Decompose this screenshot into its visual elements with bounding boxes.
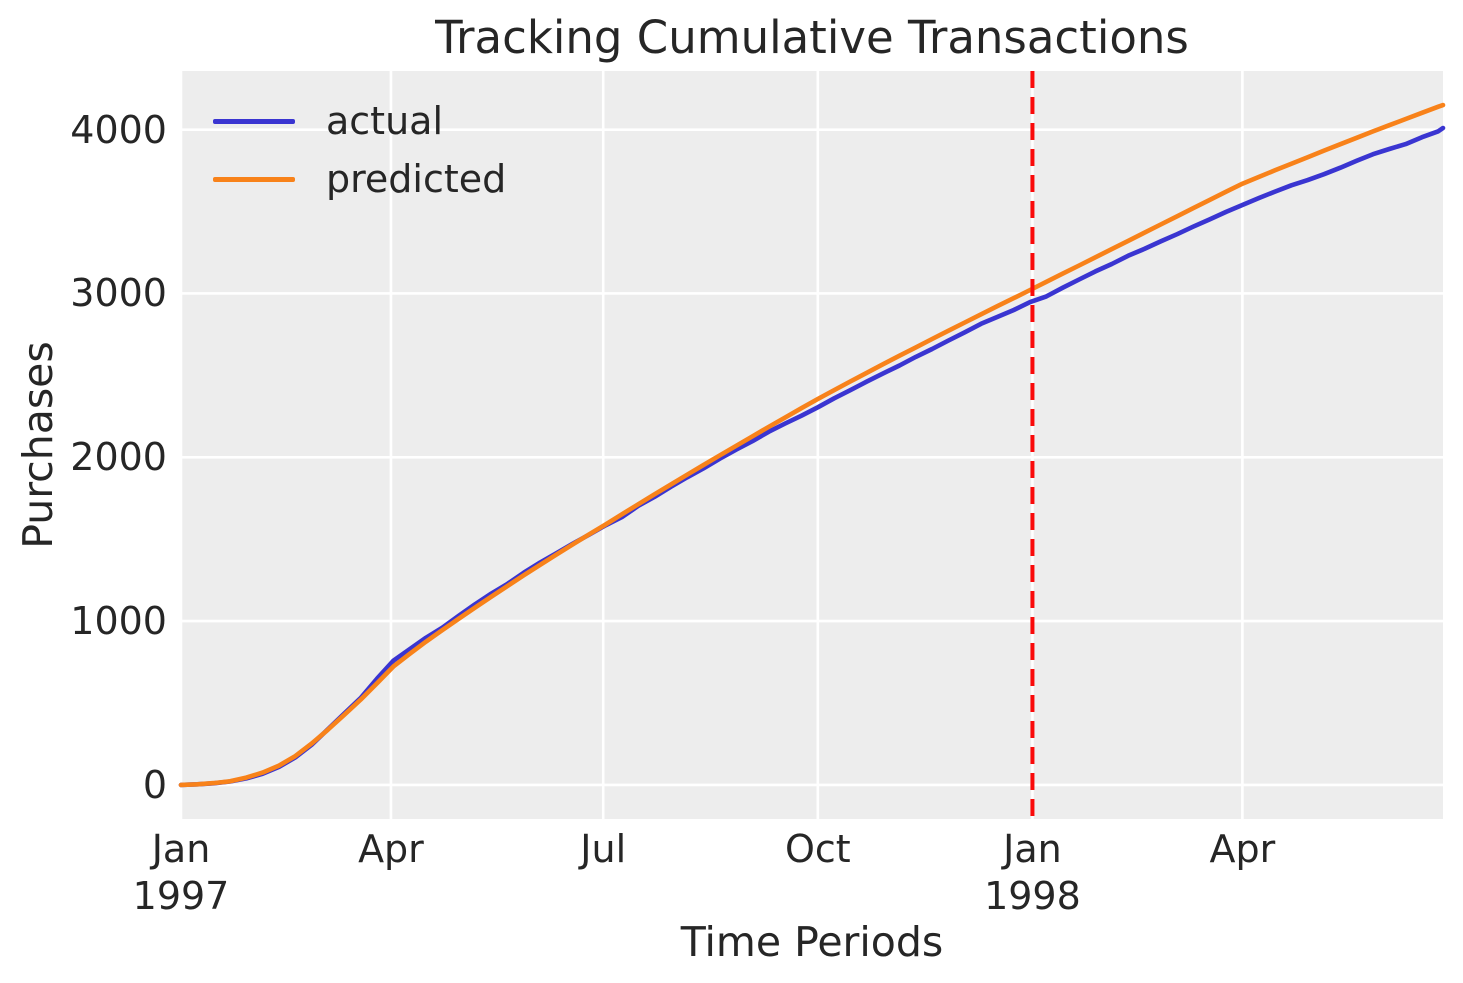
legend: actual predicted [213,92,506,208]
y-tick-label: 2000 [70,435,167,480]
x-tick-year-label: 1998 [984,874,1081,918]
x-tick-label: Apr [358,827,424,871]
x-tick-label: Jul [580,827,627,871]
legend-label-predicted: predicted [326,157,507,201]
x-tick-label: Apr [1209,827,1276,871]
x-tick-label: Jan 1998 [922,826,1142,920]
legend-item-actual: actual [213,92,506,150]
x-tick-label: Oct [784,827,851,871]
x-tick-year-label: 1997 [132,874,230,918]
chart-title: Tracking Cumulative Transactions [435,11,1189,64]
legend-label-actual: actual [326,99,444,143]
predicted-line [178,102,1446,788]
y-tick-label: 0 [142,762,167,807]
predicted-line-swatch [213,176,295,182]
x-tick-label: Jan 1997 [71,826,291,920]
actual-line-swatch [213,118,295,124]
y-tick-label: 1000 [70,599,167,644]
y-tick-label: 4000 [70,107,167,152]
y-tick-label: 3000 [70,271,167,316]
legend-item-predicted: predicted [213,150,506,208]
actual-line [178,125,1446,788]
x-axis-label: Time Periods [680,918,944,966]
